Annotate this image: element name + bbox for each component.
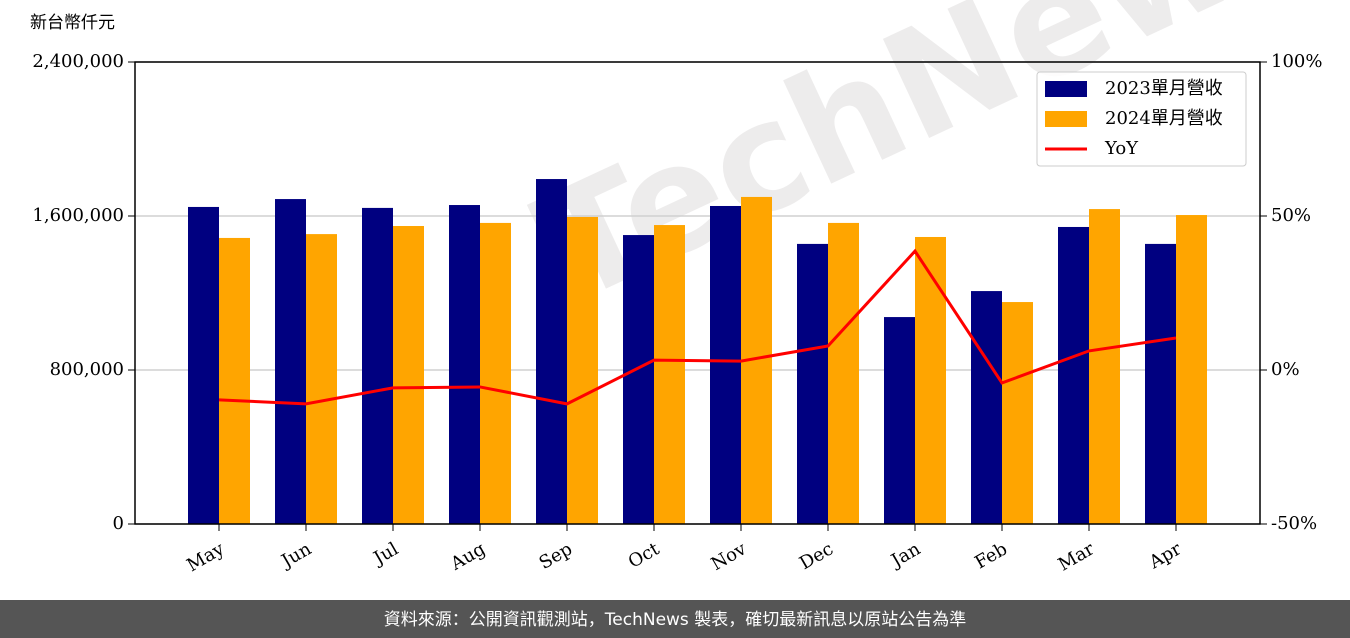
bar <box>971 291 1002 524</box>
x-tick-label: Mar <box>1055 538 1099 575</box>
y2-tick-label: -50% <box>1271 513 1317 534</box>
x-tick-label: May <box>183 538 228 576</box>
bar <box>1089 209 1120 524</box>
y2-tick-label: 50% <box>1271 205 1311 226</box>
bar <box>1145 243 1176 524</box>
bar <box>884 317 915 524</box>
y2-tick-label: 100% <box>1271 51 1322 72</box>
legend-swatch <box>1045 111 1087 127</box>
x-tick-label: Dec <box>796 538 837 574</box>
bar <box>306 234 337 524</box>
bar <box>275 199 306 524</box>
bar <box>536 179 567 525</box>
y-tick-label: 2,400,000 <box>32 51 124 72</box>
bar <box>1002 302 1033 524</box>
bar <box>797 243 828 524</box>
x-tick-label: Jun <box>276 538 315 573</box>
legend-label: 2023單月營收 <box>1105 78 1223 99</box>
legend-box <box>1036 71 1247 167</box>
y-tick-label: 0 <box>113 513 124 534</box>
bar <box>449 205 480 524</box>
y-axis-label: 新台幣仟元 <box>30 13 115 33</box>
bar <box>480 222 511 524</box>
x-tick-label: Sep <box>536 538 576 573</box>
x-tick-label: Oct <box>625 538 664 573</box>
legend-swatch <box>1045 81 1087 97</box>
y-tick-label: 800,000 <box>50 359 124 380</box>
bar <box>1176 215 1207 524</box>
x-tick-label: Jan <box>886 538 924 572</box>
bar <box>567 216 598 524</box>
x-tick-label: Jul <box>368 538 402 570</box>
line <box>218 248 1177 406</box>
footer-bar <box>0 600 1350 638</box>
x-tick-label: Aug <box>446 538 489 575</box>
legend-label: YoY <box>1104 138 1139 159</box>
bar <box>188 206 219 524</box>
bar <box>710 205 741 525</box>
y-tick-label: 1,600,000 <box>32 205 124 226</box>
x-tick-label: Apr <box>1145 538 1185 573</box>
plot-frame <box>134 61 1261 525</box>
footer: 資料來源：公開資訊觀測站，TechNews 製表，確切最新訊息以原站公告為準 <box>384 610 966 630</box>
bar <box>828 222 859 524</box>
bar <box>915 236 946 525</box>
y2-tick-label: 0% <box>1271 359 1300 380</box>
legend-label: 2024單月營收 <box>1105 108 1223 129</box>
bar <box>362 207 393 525</box>
x-tick-label: Nov <box>708 538 751 575</box>
bar <box>654 225 685 525</box>
bar <box>219 237 250 524</box>
bar <box>1058 226 1089 524</box>
x-tick-label: Feb <box>971 538 1011 573</box>
bar <box>623 235 654 524</box>
bar <box>393 226 424 524</box>
